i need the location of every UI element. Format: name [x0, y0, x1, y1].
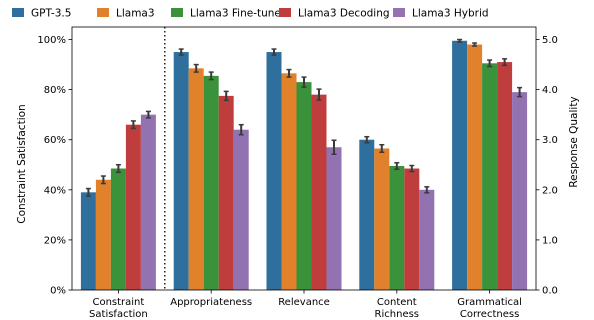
x-tick-label-0-1: Satisfaction: [89, 309, 148, 320]
bar-3-1: [218, 95, 234, 290]
y-right-tick-label-2: 2.0: [542, 185, 558, 196]
bar-4-4: [512, 92, 528, 290]
error-bars-group: [85, 38, 523, 197]
legend-label-0: GPT-3.5: [31, 8, 71, 20]
axes-group: 0% 0.0 20% 1.0 40% 2.0 60% 3.0 80% 4.0 100% 5.0 Cons…: [37, 26, 558, 320]
x-tick-label-3-1: Richness: [375, 309, 419, 320]
y-left-tick-label-2: 40%: [44, 185, 66, 196]
y-right-tick-label-1: 1.0: [542, 235, 558, 246]
y-left-tick-label-4: 80%: [44, 85, 66, 96]
legend-swatch-0: [12, 8, 24, 17]
y-right-tick-label-5: 5.0: [542, 35, 558, 46]
bar-0-3: [359, 139, 375, 290]
bar-3-3: [404, 168, 420, 290]
y-axis-left-label: Constraint Satisfaction: [16, 104, 28, 223]
bar-1-0: [95, 179, 111, 290]
bar-3-4: [497, 62, 513, 290]
bar-2-2: [296, 82, 312, 290]
legend-swatch-1: [97, 8, 109, 17]
bar-1-4: [467, 44, 483, 291]
x-tick-label-1-0: Appropriateness: [170, 297, 252, 308]
bar-1-2: [281, 73, 297, 290]
bar-0-1: [173, 52, 189, 290]
bar-2-4: [482, 63, 498, 290]
bars-group: [80, 40, 528, 291]
x-tick-label-0-0: Constraint: [92, 297, 144, 308]
y-right-tick-label-3: 3.0: [542, 135, 558, 146]
bar-1-3: [374, 148, 390, 290]
bar-3-2: [311, 94, 327, 290]
bar-1-1: [188, 68, 204, 290]
x-tick-label-2-0: Relevance: [278, 297, 330, 308]
bar-0-4: [452, 40, 468, 291]
bar-2-0: [110, 168, 126, 290]
x-tick-label-3-0: Content: [377, 297, 417, 308]
bar-2-3: [389, 166, 405, 290]
legend-label-2: Llama3 Fine-tune: [190, 8, 281, 20]
x-tick-label-4-0: Grammatical: [457, 297, 522, 308]
y-left-tick-label-3: 60%: [44, 135, 66, 146]
bar-4-3: [419, 189, 435, 290]
x-tick-label-4-1: Correctness: [460, 309, 519, 320]
bar-4-1: [233, 129, 249, 290]
bar-3-0: [125, 124, 141, 290]
legend: GPT-3.5 Llama3 Llama3 Fine-tune Llama3 Deco…: [12, 8, 489, 20]
bar-4-2: [326, 147, 342, 290]
y-right-tick-label-4: 4.0: [542, 85, 558, 96]
y-right-tick-label-0: 0.0: [542, 286, 558, 297]
legend-swatch-3: [279, 8, 291, 17]
bar-0-0: [80, 192, 96, 290]
legend-swatch-2: [171, 8, 183, 17]
y-axis-right-label: Response Quality: [568, 96, 580, 187]
y-left-tick-label-0: 0%: [50, 286, 66, 297]
y-left-tick-label-1: 20%: [44, 235, 66, 246]
legend-swatch-4: [393, 8, 405, 17]
y-left-tick-label-5: 100%: [37, 35, 66, 46]
legend-label-4: Llama3 Hybrid: [412, 8, 489, 20]
bar-4-0: [140, 114, 156, 291]
bar-0-2: [266, 52, 282, 290]
legend-label-3: Llama3 Decoding: [298, 8, 390, 20]
bar-2-1: [203, 75, 219, 290]
legend-label-1: Llama3: [116, 8, 155, 20]
